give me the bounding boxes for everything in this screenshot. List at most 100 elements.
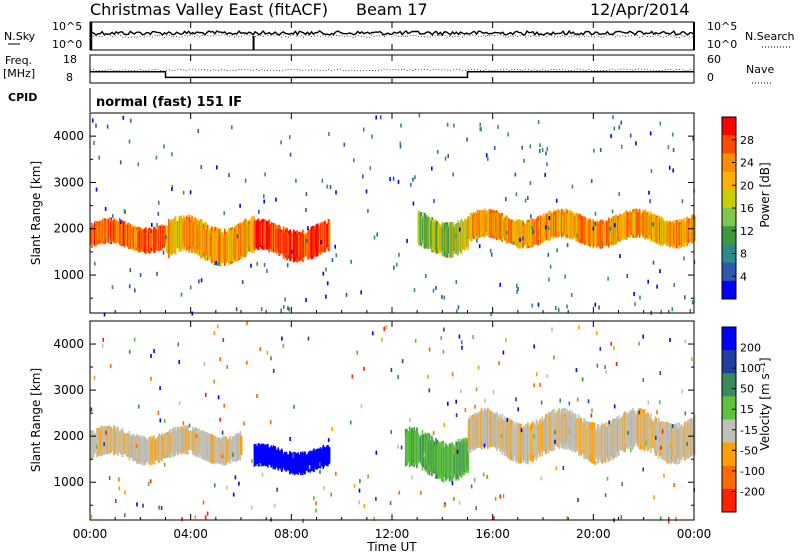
echo-noise — [105, 430, 107, 435]
echo-noise — [115, 499, 117, 504]
echo-noise — [108, 476, 111, 480]
echo-noise — [437, 149, 439, 154]
echo-noise — [335, 471, 337, 476]
echo-noise — [157, 411, 160, 415]
echo-noise — [412, 177, 414, 182]
echo-noise — [367, 208, 369, 213]
echo-noise — [446, 122, 449, 127]
echo-noise — [360, 404, 363, 409]
echo-noise — [289, 135, 291, 140]
echo-noise — [533, 383, 535, 388]
echo-noise — [423, 453, 426, 457]
echo-noise — [507, 132, 509, 137]
echo-noise — [620, 515, 623, 520]
echo-noise — [334, 244, 336, 249]
nsearch-series — [89, 33, 695, 39]
echo-noise — [681, 389, 683, 394]
echo-noise — [553, 355, 555, 360]
echo-noise — [129, 118, 132, 123]
colorbar-swatch — [722, 117, 736, 136]
echo-noise — [667, 145, 670, 150]
echo-noise — [578, 325, 580, 330]
echo-noise — [487, 156, 489, 161]
echo-noise — [667, 519, 670, 524]
echo-noise — [358, 488, 361, 493]
echo-noise — [546, 162, 548, 167]
echo-noise — [458, 500, 461, 505]
echo-noise — [594, 221, 597, 226]
xtick-label: 08:00 — [274, 527, 309, 541]
echo-noise — [109, 364, 112, 369]
echo-noise — [443, 503, 446, 508]
nsky-series — [89, 29, 695, 37]
echo-noise — [566, 516, 568, 520]
colorbar-swatch — [722, 396, 736, 420]
power-colorbar: 28 24 20 16 12 8 4 — [721, 116, 754, 300]
echo-noise — [461, 345, 463, 350]
echo-noise — [373, 235, 376, 240]
echo-noise — [281, 336, 283, 341]
echo-noise — [515, 397, 517, 402]
echo-noise — [531, 225, 534, 230]
echo-cell — [439, 448, 442, 473]
nsky-label: N.Sky — [4, 30, 36, 43]
echo-noise — [200, 165, 203, 170]
echo-noise — [610, 341, 612, 346]
freq-right-tick-top: 60 — [707, 53, 721, 66]
echo-noise — [111, 285, 114, 290]
echo-noise — [691, 357, 693, 362]
echo-noise — [234, 475, 237, 480]
echo-noise — [171, 184, 174, 189]
echo-noise — [160, 506, 163, 511]
echo-noise — [607, 276, 609, 281]
echo-noise — [428, 388, 431, 393]
echo-noise — [189, 285, 192, 290]
echo-noise — [425, 274, 427, 279]
nsearch-label: N.Search — [745, 30, 795, 43]
echo-noise — [178, 359, 180, 364]
echo-noise — [272, 368, 275, 373]
echo-noise — [289, 437, 291, 441]
echo-noise — [228, 173, 230, 178]
echo-noise — [523, 158, 525, 163]
echo-noise — [590, 179, 593, 184]
echo-noise — [673, 483, 675, 487]
echo-cell — [467, 434, 470, 474]
velocity-panel: 4000 3000 2000 1000 Slant Range [km] 200 100… — [29, 320, 772, 524]
echo-noise — [671, 424, 674, 429]
echo-noise — [246, 360, 248, 365]
echo-noise — [432, 288, 435, 293]
echo-noise — [684, 295, 686, 300]
echo-noise — [555, 198, 558, 203]
echo-noise — [261, 472, 264, 477]
echo-noise — [484, 398, 486, 403]
echo-noise — [258, 209, 260, 214]
echo-noise — [359, 479, 361, 484]
echo-noise — [412, 201, 415, 206]
echo-noise — [397, 179, 400, 184]
echo-noise — [455, 234, 457, 239]
echo-noise — [213, 331, 216, 335]
echo-noise — [499, 282, 501, 287]
echo-noise — [155, 155, 158, 160]
echo-noise — [398, 490, 401, 495]
echo-noise — [452, 172, 454, 177]
echo-noise — [213, 379, 216, 384]
echo-noise — [120, 220, 122, 225]
echo-noise — [458, 227, 461, 232]
echo-noise — [142, 503, 144, 508]
ytick-label: 2000 — [53, 222, 84, 236]
echo-noise — [618, 192, 620, 196]
echo-noise — [611, 209, 614, 214]
colorbar-swatch — [722, 135, 736, 154]
echo-noise — [246, 321, 248, 326]
colorbar-tick-label: 200 — [740, 342, 761, 355]
echo-noise — [545, 225, 547, 230]
echo-noise — [409, 418, 411, 422]
echo-noise — [101, 343, 104, 348]
echo-noise — [587, 399, 590, 404]
echo-noise — [369, 166, 372, 171]
echo-noise — [259, 347, 261, 351]
echo-noise — [362, 127, 365, 132]
echo-noise — [629, 133, 632, 138]
